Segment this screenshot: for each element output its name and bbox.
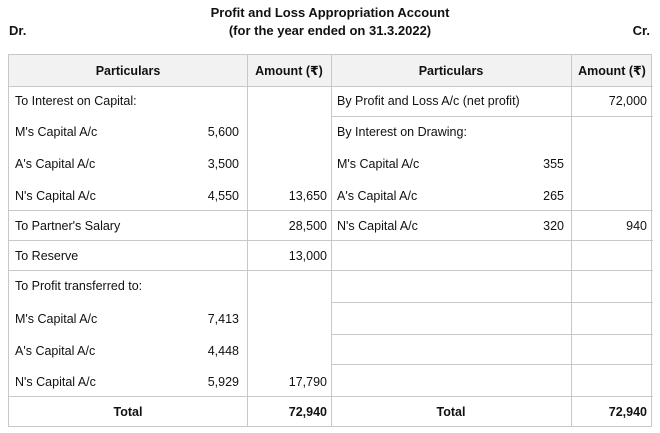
a-profit-label: A's Capital A/c (15, 344, 96, 358)
col-amount-left: Amount (₹) (255, 64, 323, 78)
m-profit-label: M's Capital A/c (15, 312, 98, 326)
a-drawing-label: A's Capital A/c (337, 189, 418, 203)
grid-line (9, 210, 653, 211)
m-drawing-label: M's Capital A/c (337, 157, 420, 171)
credit-total-label: Total (436, 405, 466, 419)
credit-total-amount: 72,940 (608, 405, 647, 419)
grid-line (9, 396, 653, 397)
a-interest-label: A's Capital A/c (15, 157, 96, 171)
account-title: Profit and Loss Appropriation Account (210, 5, 450, 20)
m-drawing-value: 355 (543, 157, 564, 171)
salary-amount: 28,500 (288, 219, 327, 233)
header-row (9, 55, 651, 86)
credit-marker: Cr. (632, 23, 650, 38)
reserve-amount: 13,000 (288, 249, 327, 263)
n-profit-value: 5,929 (207, 375, 239, 389)
interest-capital-total: 13,650 (288, 189, 327, 203)
profit-transfer-total: 17,790 (288, 375, 327, 389)
debit-marker: Dr. (9, 23, 27, 38)
m-interest-label: M's Capital A/c (15, 125, 98, 139)
profit-transfer-heading: To Profit transferred to: (15, 279, 143, 293)
grid-line (9, 270, 653, 271)
grid-line (9, 86, 653, 87)
salary-label: To Partner's Salary (15, 219, 121, 233)
col-particulars-right: Particulars (418, 64, 484, 78)
interest-drawing-total: 940 (626, 219, 647, 233)
n-drawing-value: 320 (543, 219, 564, 233)
grid-line (331, 302, 653, 303)
net-profit-label: By Profit and Loss A/c (net profit) (337, 94, 520, 108)
m-profit-value: 7,413 (207, 312, 239, 326)
n-interest-value: 4,550 (207, 189, 239, 203)
interest-drawing-heading: By Interest on Drawing: (337, 125, 467, 139)
a-drawing-value: 265 (543, 189, 564, 203)
debit-total-amount: 72,940 (288, 405, 327, 419)
a-interest-value: 3,500 (207, 157, 239, 171)
debit-total-label: Total (113, 405, 143, 419)
grid-line (331, 364, 653, 365)
col-amount-right: Amount (₹) (578, 64, 646, 78)
reserve-label: To Reserve (15, 249, 79, 263)
a-profit-value: 4,448 (207, 344, 239, 358)
account-subtitle: (for the year ended on 31.3.2022) (228, 23, 432, 38)
grid-line (331, 334, 653, 335)
col-particulars-left: Particulars (95, 64, 161, 78)
grid-line (9, 240, 653, 241)
n-drawing-label: N's Capital A/c (337, 219, 418, 233)
ledger-table: Particulars Amount (₹) Particulars Amoun… (8, 54, 653, 427)
m-interest-value: 5,600 (207, 125, 239, 139)
n-interest-label: N's Capital A/c (15, 189, 96, 203)
interest-capital-heading: To Interest on Capital: (15, 94, 137, 108)
n-profit-label: N's Capital A/c (15, 375, 96, 389)
grid-line (331, 116, 653, 117)
net-profit-amount: 72,000 (608, 94, 647, 108)
